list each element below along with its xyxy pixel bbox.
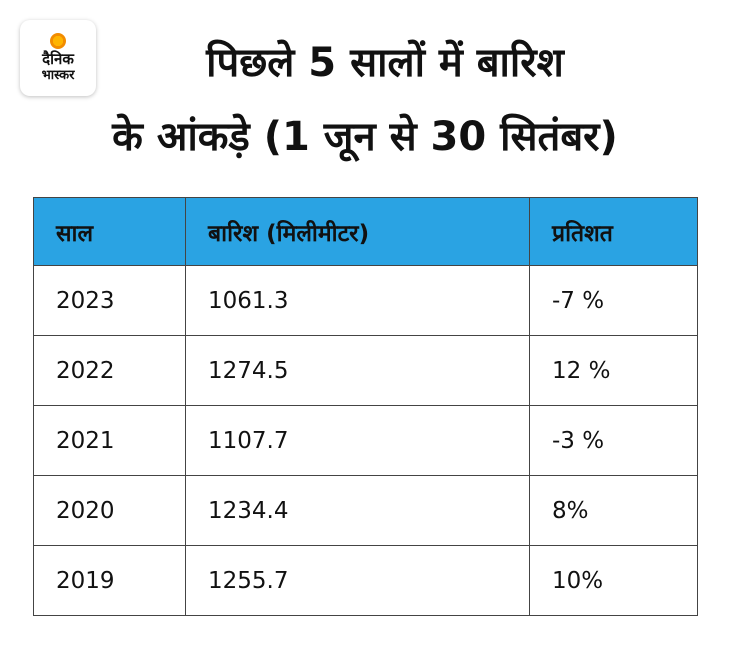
year-cell: 2023 [33, 265, 186, 336]
table-row: 2020 1234.4 8% [33, 475, 698, 546]
year-cell: 2019 [33, 545, 186, 616]
rainfall-cell: 1234.4 [185, 475, 530, 546]
column-header-year: साल [33, 197, 186, 266]
percent-cell: -3 % [529, 405, 698, 476]
rainfall-cell: 1107.7 [185, 405, 530, 476]
table-row: 2019 1255.7 10% [33, 545, 698, 616]
logo-line-1: दैनिक [42, 50, 74, 68]
percent-cell: 8% [529, 475, 698, 546]
column-header-rainfall: बारिश (मिलीमीटर) [185, 197, 530, 266]
percent-cell: 10% [529, 545, 698, 616]
rainfall-cell: 1274.5 [185, 335, 530, 406]
logo-line-2: भास्कर [41, 68, 75, 83]
percent-cell: 12 % [529, 335, 698, 406]
dainik-bhaskar-logo: दैनिक भास्कर [20, 20, 96, 96]
rainfall-cell: 1255.7 [185, 545, 530, 616]
rainfall-cell: 1061.3 [185, 265, 530, 336]
page-title-line-2: के आंकड़े (1 जून से 30 सितंबर) [112, 114, 618, 160]
sun-icon [50, 33, 66, 49]
year-cell: 2021 [33, 405, 186, 476]
year-cell: 2022 [33, 335, 186, 406]
column-header-percent: प्रतिशत [529, 197, 698, 266]
table-row: 2022 1274.5 12 % [33, 335, 698, 406]
percent-cell: -7 % [529, 265, 698, 336]
page-title-line-1: पिछले 5 सालों में बारिश [206, 40, 564, 86]
table-header-row: साल बारिश (मिलीमीटर) प्रतिशत [33, 197, 698, 266]
year-cell: 2020 [33, 475, 186, 546]
rainfall-table: साल बारिश (मिलीमीटर) प्रतिशत 2023 1061.3… [33, 197, 698, 616]
table-row: 2023 1061.3 -7 % [33, 265, 698, 336]
table-row: 2021 1107.7 -3 % [33, 405, 698, 476]
